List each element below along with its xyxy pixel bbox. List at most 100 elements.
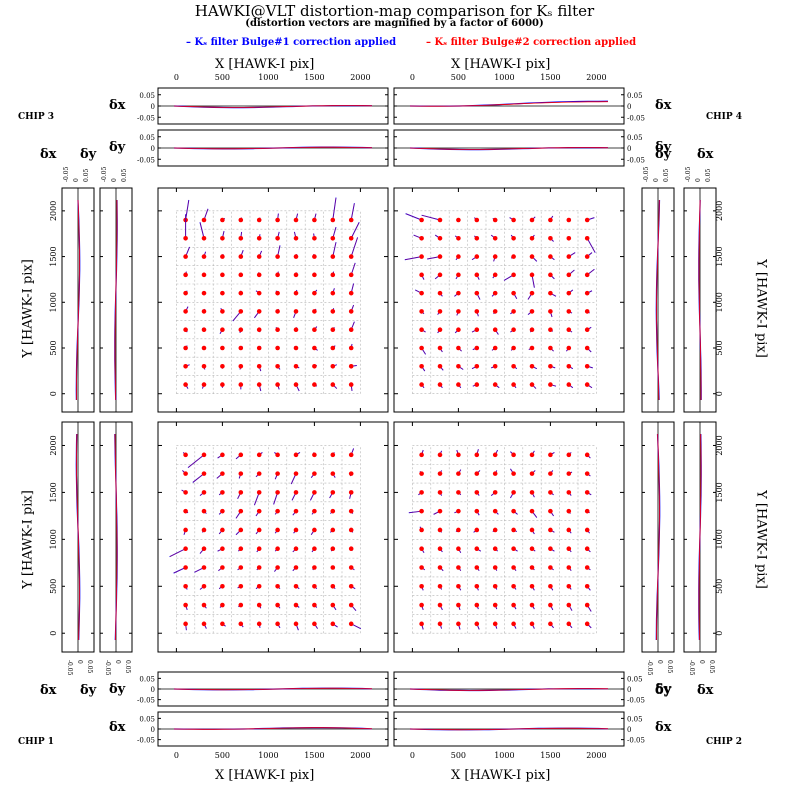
x-tick-label-top-right: 1500 (540, 73, 560, 82)
distortion-point (566, 546, 572, 552)
distortion-point (492, 272, 498, 278)
distortion-point (256, 583, 262, 589)
residual-tick-label: 0 (627, 145, 631, 153)
distortion-point (183, 235, 188, 241)
distortion-point (584, 235, 590, 241)
distortion-point (220, 345, 225, 351)
distortion-point (529, 583, 535, 589)
x-tick-label-bottom-left: 2000 (350, 751, 370, 760)
distortion-point (238, 527, 244, 533)
distortion-point (275, 471, 280, 476)
distortion-point (330, 309, 336, 314)
distortion-point (220, 452, 225, 458)
distortion-point (584, 272, 590, 278)
distortion-point (220, 272, 225, 278)
distortion-point (183, 490, 188, 495)
distortion-point (437, 272, 443, 278)
residual-tick-label-bottom: -0.05 (104, 660, 111, 676)
distortion-point (201, 621, 207, 627)
residual-curve-bulge2 (173, 727, 373, 730)
dy-symbol-bottom-right: δy (655, 682, 672, 697)
distortion-point (492, 327, 498, 333)
distortion-point (220, 621, 225, 627)
distortion-vector-bulge2 (405, 256, 422, 261)
distortion-point (220, 254, 225, 259)
distortion-vector-bulge2 (188, 454, 205, 468)
distortion-point (220, 471, 225, 476)
distortion-point (220, 235, 225, 241)
distortion-point (330, 345, 336, 351)
dy-symbol-top: δy (109, 140, 126, 155)
distortion-point (256, 382, 262, 387)
residual-tick-label-bottom: 0.05 (124, 660, 131, 674)
residual-tick-label-top: 0.05 (121, 168, 128, 182)
residual-tick-label: 0.05 (627, 134, 643, 142)
distortion-point (474, 565, 480, 570)
distortion-point (474, 508, 480, 514)
distortion-point (238, 345, 244, 351)
residual-tick-label-top: 0.05 (663, 168, 670, 182)
distortion-point (419, 546, 424, 552)
distortion-point (275, 621, 280, 627)
residual-curve-bulge2 (656, 199, 660, 401)
distortion-point (183, 290, 188, 296)
distortion-point (492, 621, 498, 627)
y-tick-label-right: 500 (715, 340, 724, 355)
distortion-point (529, 490, 535, 495)
distortion-point (220, 583, 225, 589)
distortion-point (474, 382, 480, 387)
distortion-point (584, 621, 590, 627)
distortion-vector-bulge2 (332, 198, 337, 221)
residual-tick-label: -0.05 (627, 697, 645, 705)
distortion-point (492, 490, 498, 495)
distortion-point (548, 527, 553, 533)
distortion-point (584, 309, 590, 314)
distortion-point (511, 471, 516, 476)
distortion-point (312, 327, 317, 333)
distortion-point (419, 565, 424, 570)
distortion-point (529, 508, 535, 514)
distortion-point (548, 272, 553, 278)
residual-curve-bulge2 (409, 101, 609, 107)
distortion-point (511, 290, 516, 296)
distortion-point (330, 254, 336, 259)
distortion-point (220, 546, 225, 552)
distortion-point (437, 363, 443, 369)
distortion-point (183, 452, 188, 458)
distortion-point (437, 309, 443, 314)
distortion-point (584, 546, 590, 552)
residual-tick-label: -0.05 (627, 156, 645, 164)
distortion-point (330, 363, 336, 369)
residual-tick-label-bottom: 0 (656, 660, 663, 664)
distortion-point (330, 452, 336, 458)
distortion-point (548, 602, 553, 608)
distortion-point (529, 345, 535, 351)
distortion-point (419, 363, 424, 369)
distortion-vector-bulge2 (350, 237, 358, 257)
distortion-point (529, 527, 535, 533)
distortion-point (492, 583, 498, 589)
distortion-point (183, 471, 188, 476)
distortion-point (474, 490, 480, 495)
distortion-vector-bulge2 (421, 215, 441, 221)
distortion-point (238, 565, 244, 570)
distortion-point (238, 235, 244, 241)
distortion-point (474, 471, 480, 476)
distortion-point (419, 508, 424, 514)
distortion-point (293, 309, 299, 314)
distortion-point (330, 621, 336, 627)
distortion-point (201, 602, 207, 608)
distortion-point (529, 290, 535, 296)
distortion-point (529, 452, 535, 458)
distortion-point (348, 254, 354, 259)
residual-tick-label-top: 0 (111, 178, 118, 182)
distortion-point (201, 546, 207, 552)
residual-tick-label: -0.05 (137, 737, 155, 745)
y-tick-label-left: 1500 (49, 246, 58, 266)
y-tick-label-left: 2000 (49, 201, 58, 221)
distortion-point (511, 382, 516, 387)
distortion-point (584, 382, 590, 387)
distortion-vector-bulge2 (586, 238, 596, 253)
residual-tick-label: -0.05 (137, 697, 155, 705)
distortion-point (201, 235, 207, 241)
